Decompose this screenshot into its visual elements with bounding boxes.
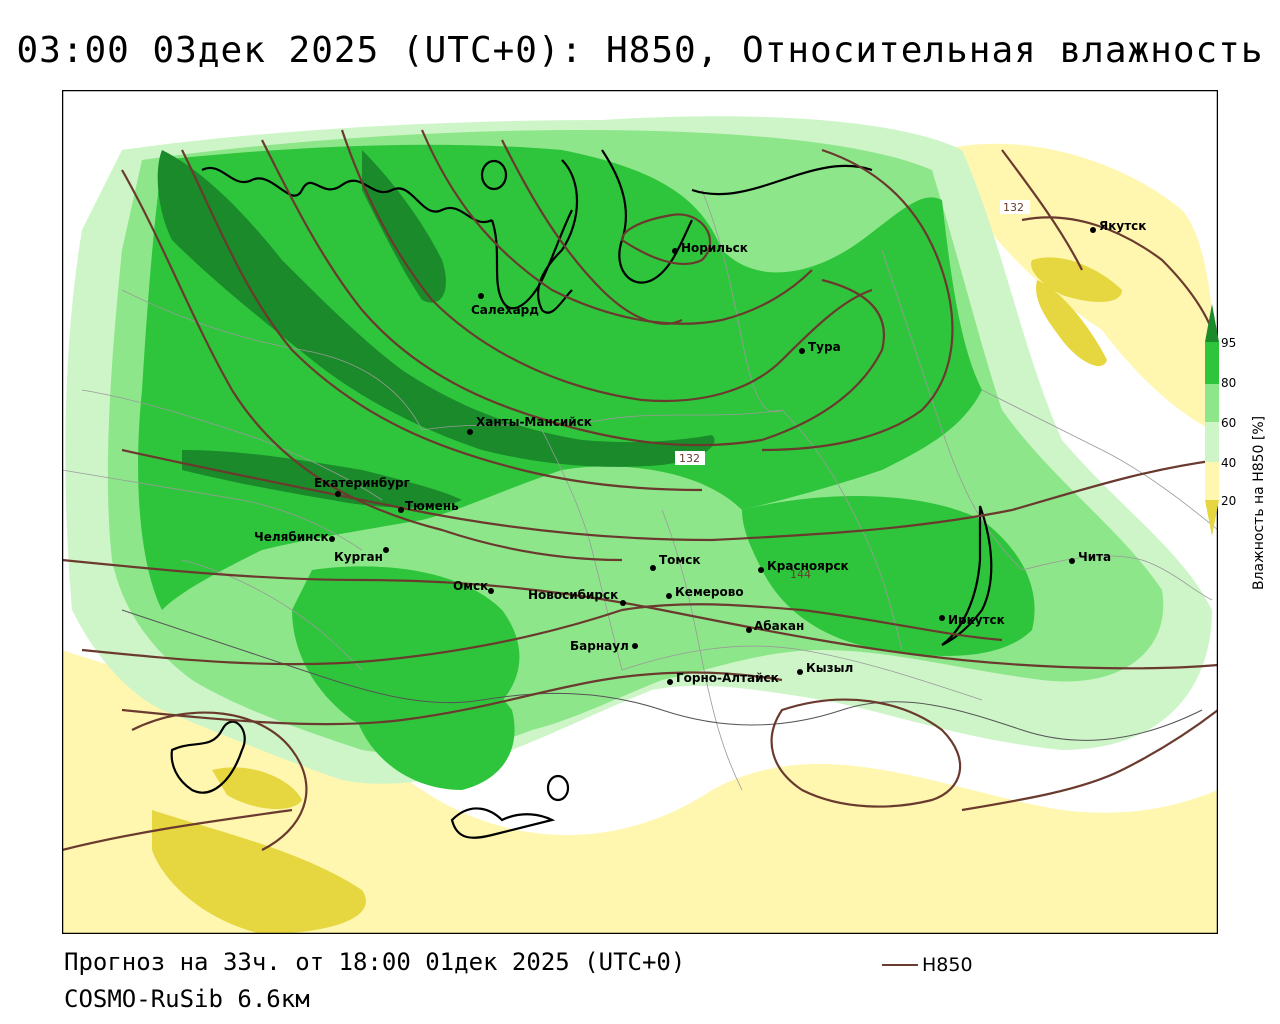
isoline-legend: H850	[882, 952, 973, 978]
dry-field-southwest	[152, 810, 366, 934]
svg-text:Кызыл: Кызыл	[806, 661, 853, 675]
city-tomsk: Томск	[650, 553, 701, 571]
legend-tick-20: 20	[1221, 494, 1236, 508]
isoline-legend-label: H850	[922, 954, 973, 976]
model-info: COSMO-RuSib 6.6км	[64, 985, 310, 1013]
svg-text:Салехард: Салехард	[471, 303, 539, 317]
svg-text:Чита: Чита	[1078, 550, 1111, 564]
city-abakan: Абакан	[746, 619, 804, 633]
svg-text:Абакан: Абакан	[754, 619, 804, 633]
city-novosibirsk: Новосибирск	[528, 588, 626, 606]
legend-swatch-60	[1205, 422, 1219, 462]
svg-text:Екатеринбург: Екатеринбург	[314, 476, 410, 490]
humidity-map: 132 132 144 Якутск Норильск Салехард Тур…	[62, 90, 1218, 934]
humid-field-dark	[157, 150, 715, 467]
city-tyumen: Тюмень	[398, 499, 459, 513]
legend-swatch-40	[1205, 462, 1219, 500]
map-frame	[62, 90, 1218, 934]
legend-axis-label: Влажность на H850 [%]	[1251, 416, 1267, 590]
dry-field-south	[62, 650, 1218, 934]
svg-text:Омск: Омск	[453, 579, 488, 593]
legend-swatch-95-top	[1205, 304, 1219, 342]
legend-tick-80: 80	[1221, 376, 1236, 390]
humid-field-bright-east	[742, 496, 1035, 656]
isoline-label: 132	[679, 452, 700, 465]
dry-field-east	[1036, 280, 1107, 367]
svg-text:Якутск: Якутск	[1099, 219, 1146, 233]
coastlines	[170, 149, 993, 839]
legend-tick-95: 95	[1221, 336, 1236, 350]
city-krasnoyarsk: Красноярск	[758, 559, 849, 573]
city-khanty-mansiysk: Ханты-Мансийск	[467, 415, 592, 435]
legend-swatch-95	[1205, 342, 1219, 384]
svg-text:Красноярск: Красноярск	[767, 559, 849, 573]
city-chita: Чита	[1069, 550, 1111, 564]
humid-field-dark-upper	[362, 150, 446, 303]
legend-swatch-80	[1205, 384, 1219, 422]
svg-text:Томск: Томск	[659, 553, 701, 567]
svg-text:Иркутск: Иркутск	[948, 613, 1005, 627]
city-salekhard: Салехард	[471, 293, 539, 317]
dry-field-west	[212, 767, 302, 810]
svg-text:Барнаул: Барнаул	[570, 639, 629, 653]
svg-text:Челябинск: Челябинск	[254, 530, 329, 544]
humidity-legend: 95 80 60 40 20 Влажность на H850 [%]	[1205, 304, 1267, 590]
dry-field-yakutsk	[1031, 257, 1122, 302]
city-chelyabinsk: Челябинск	[254, 530, 335, 544]
isoline-label: 144	[790, 568, 811, 581]
svg-text:Ханты-Мансийск: Ханты-Мансийск	[476, 415, 592, 429]
city-yakutsk: Якутск	[1090, 219, 1146, 233]
city-omsk: Омск	[453, 579, 494, 594]
map-title: 03:00 03дек 2025 (UTC+0): H850, Относите…	[16, 30, 1264, 71]
city-gorno-altaysk: Горно-Алтайск	[667, 671, 779, 685]
city-tura: Тура	[799, 340, 841, 354]
legend-tick-60: 60	[1221, 416, 1236, 430]
city-kurgan: Курган	[334, 547, 389, 564]
svg-text:Тура: Тура	[808, 340, 841, 354]
isoline-legend-swatch	[882, 964, 918, 966]
city-irkutsk: Иркутск	[939, 613, 1005, 627]
city-barnaul: Барнаул	[570, 639, 638, 653]
national-border	[121, 609, 1203, 741]
city-kyzyl: Кызыл	[797, 661, 853, 675]
humid-field-dark-lower	[182, 450, 462, 508]
svg-text:Норильск: Норильск	[681, 241, 748, 255]
isoline-label: 132	[1003, 201, 1024, 214]
legend-tick-40: 40	[1221, 456, 1236, 470]
svg-text:Горно-Алтайск: Горно-Алтайск	[676, 671, 779, 685]
cities: Якутск Норильск Салехард Тура Ханты-Манс…	[254, 219, 1146, 685]
h850-isolines	[62, 129, 1218, 852]
legend-swatch-20	[1205, 500, 1219, 536]
humid-field-bright-southwest	[351, 650, 515, 790]
isoline-labels: 132 132 144	[675, 200, 1030, 581]
svg-text:Тюмень: Тюмень	[405, 499, 459, 513]
svg-text:Курган: Курган	[334, 550, 383, 564]
svg-text:Кемерово: Кемерово	[675, 585, 744, 599]
svg-text:Новосибирск: Новосибирск	[528, 588, 618, 602]
city-norilsk: Норильск	[672, 241, 748, 255]
city-yekaterinburg: Екатеринбург	[314, 476, 410, 497]
forecast-info: Прогноз на 33ч. от 18:00 01дек 2025 (UTC…	[64, 948, 686, 976]
city-kemerovo: Кемерово	[666, 585, 744, 599]
